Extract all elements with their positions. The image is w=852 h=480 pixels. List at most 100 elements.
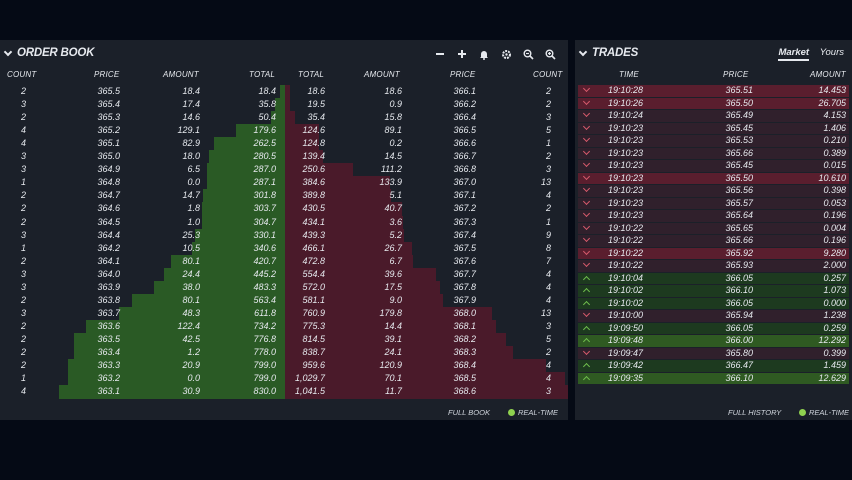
bell-icon[interactable] [476, 46, 492, 62]
plus-icon[interactable] [454, 46, 470, 62]
trade-time: 19:10:04 [608, 272, 644, 283]
order-book-row[interactable]: 2 364.1 80.1 420.7 472.8 6.7 367.6 7 [0, 255, 568, 268]
order-book-row[interactable]: 2 364.7 14.7 301.8 389.8 5.1 367.1 4 [0, 189, 568, 202]
trade-row[interactable]: 19:09:50 366.05 0.259 [578, 322, 849, 335]
order-book-row[interactable]: 4 365.1 82.9 262.5 124.8 0.2 366.6 1 [0, 137, 568, 150]
bid-total: 776.8 [253, 333, 276, 344]
order-book-row[interactable]: 2 363.8 80.1 563.4 581.1 9.0 367.9 4 [0, 294, 568, 307]
trade-row[interactable]: 19:09:35 366.10 12.629 [578, 372, 849, 385]
trade-row[interactable]: 19:10:23 365.53 0.210 [578, 134, 849, 147]
chevron-down-icon[interactable] [578, 47, 588, 57]
order-book-row[interactable]: 2 364.5 1.0 304.7 434.1 3.6 367.3 1 [0, 216, 568, 229]
bid-depth-bar [195, 228, 285, 243]
order-book-row[interactable]: 1 364.8 0.0 287.1 384.6 133.9 367.0 13 [0, 176, 568, 189]
order-book-row[interactable]: 3 364.4 25.3 330.1 439.3 5.2 367.4 9 [0, 229, 568, 242]
trade-row[interactable]: 19:10:23 365.45 1.406 [578, 122, 849, 135]
bid-depth-bar [206, 176, 285, 190]
order-book-row[interactable]: 2 365.3 14.6 50.4 35.4 15.8 366.4 3 [0, 111, 568, 124]
ask-price: 367.1 [453, 190, 476, 201]
ask-price: 366.1 [453, 86, 476, 96]
full-book-link[interactable]: FULL BOOK [448, 408, 490, 417]
trade-row[interactable]: 19:10:22 365.93 2.000 [578, 259, 849, 272]
chevron-up-icon [582, 275, 591, 283]
ask-amount: 5.1 [389, 190, 402, 201]
order-book-row[interactable]: 3 364.0 24.4 445.2 554.4 39.6 367.7 4 [0, 268, 568, 281]
ask-price: 366.2 [453, 99, 476, 110]
trade-row[interactable]: 19:10:00 365.94 1.238 [578, 309, 849, 322]
trade-amount: 4.153 [823, 110, 846, 120]
bid-count: 3 [20, 151, 26, 162]
order-book-row[interactable]: 2 363.4 1.2 778.0 838.7 24.1 368.3 2 [0, 346, 568, 359]
trade-price: 365.94 [725, 310, 753, 320]
order-book-row[interactable]: 1 363.2 0.0 799.0 1,029.7 70.1 368.5 4 [0, 372, 568, 385]
order-book-row[interactable]: 4 363.1 30.9 830.0 1,041.5 11.7 368.6 3 [0, 385, 568, 398]
ask-count: 3 [545, 164, 551, 175]
bid-price: 363.9 [97, 281, 120, 292]
chevron-down-icon [582, 184, 591, 193]
trade-row[interactable]: 19:09:48 366.00 12.292 [578, 335, 849, 347]
trade-price: 365.92 [725, 247, 753, 258]
ask-depth-bar [285, 280, 441, 295]
trade-row[interactable]: 19:09:42 366.47 1.459 [578, 360, 849, 372]
order-book-row[interactable]: 4 365.2 129.1 179.6 124.6 89.1 366.5 5 [0, 124, 568, 137]
chevron-up-icon [582, 300, 591, 308]
trade-row[interactable]: 19:10:23 365.64 0.196 [578, 209, 849, 222]
ask-total: 434.1 [302, 216, 325, 227]
bid-depth-bar [73, 332, 285, 347]
tab-market[interactable]: Market [778, 47, 810, 61]
trade-row[interactable]: 19:10:02 366.10 1.073 [578, 285, 849, 297]
ask-amount: 0.9 [389, 99, 402, 110]
ask-depth-bar [285, 150, 323, 164]
order-book-row[interactable]: 3 365.0 18.0 280.5 139.4 14.5 366.7 2 [0, 150, 568, 163]
ask-total: 384.6 [302, 177, 325, 188]
order-book-row[interactable]: 3 365.4 17.4 35.8 19.5 0.9 366.2 2 [0, 98, 568, 111]
bid-price: 365.4 [97, 99, 120, 110]
order-book-row[interactable]: 3 363.7 48.3 611.8 760.9 179.8 368.0 13 [0, 307, 568, 320]
order-book-row[interactable]: 2 363.3 20.9 799.0 959.6 120.9 368.4 4 [0, 359, 568, 372]
trade-row[interactable]: 19:10:24 365.49 4.153 [578, 109, 849, 122]
trade-time: 19:09:35 [608, 372, 644, 383]
zoom-in-icon[interactable] [542, 46, 558, 62]
order-book-row[interactable]: 3 363.9 38.0 483.3 572.0 17.5 367.8 4 [0, 281, 568, 294]
trade-row[interactable]: 19:10:22 365.66 0.196 [578, 234, 849, 247]
trade-row[interactable]: 19:10:23 365.45 0.015 [578, 159, 849, 172]
zoom-out-icon[interactable] [520, 46, 536, 62]
trade-row[interactable]: 19:10:26 365.50 26.705 [578, 97, 849, 110]
bid-count: 4 [20, 138, 26, 149]
gear-icon[interactable] [498, 46, 514, 62]
full-history-link[interactable]: FULL HISTORY [728, 408, 782, 417]
trade-amount: 0.398 [823, 185, 846, 195]
trade-row[interactable]: 19:10:23 365.66 0.389 [578, 147, 849, 160]
order-book-row[interactable]: 2 365.5 18.4 18.4 18.6 18.6 366.1 2 [0, 85, 568, 98]
trade-amount-header: AMOUNT [810, 70, 846, 79]
trade-time: 19:09:47 [608, 347, 644, 358]
order-book-row[interactable]: 3 364.9 6.5 287.0 250.6 111.2 366.8 3 [0, 163, 568, 176]
bid-total: 179.6 [253, 125, 276, 136]
bid-amount: 18.4 [182, 86, 200, 96]
order-book-row[interactable]: 1 364.2 10.5 340.6 466.1 26.7 367.5 8 [0, 242, 568, 255]
bid-depth-bar [67, 372, 285, 386]
trade-row[interactable]: 19:10:28 365.51 14.453 [578, 84, 849, 97]
trade-row[interactable]: 19:10:04 366.05 0.257 [578, 272, 849, 285]
chevron-down-icon [582, 259, 591, 268]
trade-row[interactable]: 19:10:23 365.50 10.610 [578, 172, 849, 185]
trade-row[interactable]: 19:10:02 366.05 0.000 [578, 297, 849, 310]
bid-total: 734.2 [253, 320, 276, 331]
bid-depth-bar [202, 202, 285, 216]
order-book-row[interactable]: 2 363.5 42.5 776.8 814.5 39.1 368.2 5 [0, 333, 568, 346]
order-book-row[interactable]: 2 364.6 1.8 303.7 430.5 40.7 367.2 2 [0, 202, 568, 215]
ask-amount: 70.1 [384, 373, 402, 384]
trade-row[interactable]: 19:10:23 365.56 0.398 [578, 184, 849, 197]
ask-amount: 14.5 [384, 151, 402, 162]
tab-yours[interactable]: Yours [819, 47, 844, 58]
order-book-row[interactable]: 2 363.6 122.4 734.2 775.3 14.4 368.1 3 [0, 320, 568, 333]
trade-row[interactable]: 19:10:22 365.65 0.004 [578, 222, 849, 235]
ask-total: 472.8 [302, 255, 325, 266]
chevron-down-icon[interactable] [3, 47, 13, 57]
trade-row[interactable]: 19:09:47 365.80 0.399 [578, 347, 849, 360]
bid-depth-bar [131, 293, 285, 308]
trade-row[interactable]: 19:10:23 365.57 0.053 [578, 197, 849, 210]
ask-amount-header: AMOUNT [364, 70, 400, 79]
trade-row[interactable]: 19:10:22 365.92 9.280 [578, 247, 849, 260]
minus-icon[interactable] [432, 46, 448, 62]
